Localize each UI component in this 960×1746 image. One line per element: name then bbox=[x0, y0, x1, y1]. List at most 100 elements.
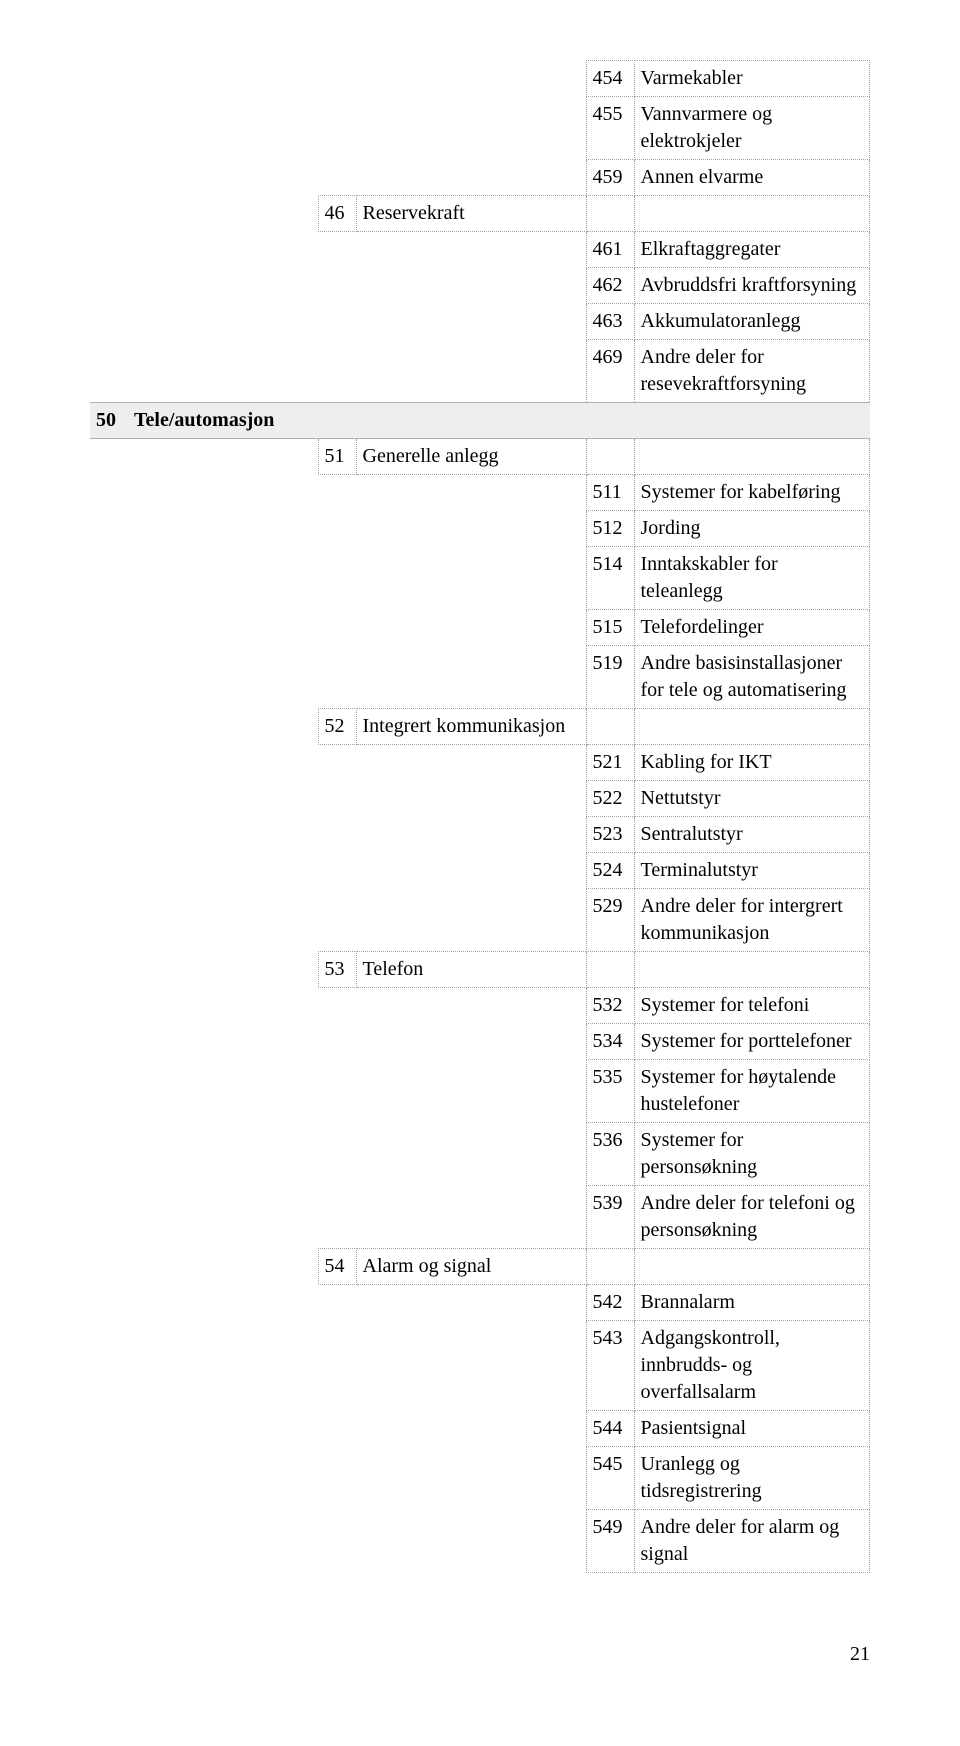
l3-text: Kabling for IKT bbox=[634, 745, 870, 781]
l3-text: Systemer for kabelføring bbox=[634, 475, 870, 511]
l3-text: Systemer for personsøkning bbox=[634, 1123, 870, 1186]
l3-code: 523 bbox=[586, 817, 634, 853]
table-row: 512 Jording bbox=[90, 511, 870, 547]
table-row: 522 Nettutstyr bbox=[90, 781, 870, 817]
table-row: 542 Brannalarm bbox=[90, 1285, 870, 1321]
l3-text: Inntakskabler for teleanlegg bbox=[634, 547, 870, 610]
l3-code: 545 bbox=[586, 1447, 634, 1510]
l3-code: 515 bbox=[586, 610, 634, 646]
table-row: 46 Reservekraft bbox=[90, 196, 870, 232]
l2-text: Reservekraft bbox=[356, 196, 586, 232]
table-row: 53 Telefon bbox=[90, 952, 870, 988]
l3-text: Systemer for høytalende hustelefoner bbox=[634, 1060, 870, 1123]
l3-code: 543 bbox=[586, 1321, 634, 1411]
l2-code: 53 bbox=[318, 952, 356, 988]
l3-text: Systemer for telefoni bbox=[634, 988, 870, 1024]
table-row: 54 Alarm og signal bbox=[90, 1249, 870, 1285]
table-row: 519 Andre basisinstallasjoner for tele o… bbox=[90, 646, 870, 709]
classification-table: 454 Varmekabler 455 Vannvarmere og elekt… bbox=[90, 60, 870, 1573]
page-number: 21 bbox=[90, 1573, 870, 1666]
l3-text: Vannvarmere og elektrokjeler bbox=[634, 97, 870, 160]
l3-text: Andre deler for alarm og signal bbox=[634, 1510, 870, 1573]
l3-text: Adgangskontroll, innbrudds- og overfalls… bbox=[634, 1321, 870, 1411]
table-row: 532 Systemer for telefoni bbox=[90, 988, 870, 1024]
section-row: 50 Tele/automasjon bbox=[90, 403, 870, 439]
l3-text: Andre deler for intergrert kommunikasjon bbox=[634, 889, 870, 952]
table-row: 545 Uranlegg og tidsregistrering bbox=[90, 1447, 870, 1510]
l3-text: Akkumulatoranlegg bbox=[634, 304, 870, 340]
table-row: 511 Systemer for kabelføring bbox=[90, 475, 870, 511]
table-row: 536 Systemer for personsøkning bbox=[90, 1123, 870, 1186]
l3-text: Avbruddsfri kraftforsyning bbox=[634, 268, 870, 304]
l3-code: 549 bbox=[586, 1510, 634, 1573]
l3-code: 469 bbox=[586, 340, 634, 403]
table-row: 462 Avbruddsfri kraftforsyning bbox=[90, 268, 870, 304]
l3-text: Telefordelinger bbox=[634, 610, 870, 646]
table-row: 523 Sentralutstyr bbox=[90, 817, 870, 853]
l3-text: Terminalutstyr bbox=[634, 853, 870, 889]
l3-text: Uranlegg og tidsregistrering bbox=[634, 1447, 870, 1510]
l1-text: Tele/automasjon bbox=[128, 403, 318, 439]
l3-code: 522 bbox=[586, 781, 634, 817]
table-row: 543 Adgangskontroll, innbrudds- og overf… bbox=[90, 1321, 870, 1411]
table-row: 524 Terminalutstyr bbox=[90, 853, 870, 889]
table-row: 529 Andre deler for intergrert kommunika… bbox=[90, 889, 870, 952]
l2-code: 46 bbox=[318, 196, 356, 232]
l2-text: Generelle anlegg bbox=[356, 439, 586, 475]
l3-code: 519 bbox=[586, 646, 634, 709]
l2-text: Alarm og signal bbox=[356, 1249, 586, 1285]
table-row: 463 Akkumulatoranlegg bbox=[90, 304, 870, 340]
document-page: 454 Varmekabler 455 Vannvarmere og elekt… bbox=[0, 0, 960, 1746]
l3-code: 536 bbox=[586, 1123, 634, 1186]
l2-code: 54 bbox=[318, 1249, 356, 1285]
l3-code: 539 bbox=[586, 1186, 634, 1249]
l3-text: Systemer for porttelefoner bbox=[634, 1024, 870, 1060]
l3-code: 521 bbox=[586, 745, 634, 781]
l2-text: Telefon bbox=[356, 952, 586, 988]
l3-code: 462 bbox=[586, 268, 634, 304]
l3-code: 511 bbox=[586, 475, 634, 511]
l3-code: 544 bbox=[586, 1411, 634, 1447]
l2-text: Integrert kommunikasjon bbox=[356, 709, 586, 745]
table-row: 461 Elkraftaggregater bbox=[90, 232, 870, 268]
table-row: 454 Varmekabler bbox=[90, 61, 870, 97]
l3-text: Brannalarm bbox=[634, 1285, 870, 1321]
l3-text: Jording bbox=[634, 511, 870, 547]
table-row: 515 Telefordelinger bbox=[90, 610, 870, 646]
l3-code: 459 bbox=[586, 160, 634, 196]
table-row: 514 Inntakskabler for teleanlegg bbox=[90, 547, 870, 610]
l3-text: Sentralutstyr bbox=[634, 817, 870, 853]
l3-code: 532 bbox=[586, 988, 634, 1024]
l3-text: Elkraftaggregater bbox=[634, 232, 870, 268]
l3-text: Andre basisinstallasjoner for tele og au… bbox=[634, 646, 870, 709]
l3-code: 454 bbox=[586, 61, 634, 97]
l3-text: Nettutstyr bbox=[634, 781, 870, 817]
table-row: 52 Integrert kommunikasjon bbox=[90, 709, 870, 745]
l3-code: 461 bbox=[586, 232, 634, 268]
l3-text: Andre deler for telefoni og personsøknin… bbox=[634, 1186, 870, 1249]
l3-text: Varmekabler bbox=[634, 61, 870, 97]
l3-code: 463 bbox=[586, 304, 634, 340]
table-row: 549 Andre deler for alarm og signal bbox=[90, 1510, 870, 1573]
table-row: 459 Annen elvarme bbox=[90, 160, 870, 196]
l3-text: Andre deler for resevekraftforsyning bbox=[634, 340, 870, 403]
l3-code: 514 bbox=[586, 547, 634, 610]
l3-code: 534 bbox=[586, 1024, 634, 1060]
table-row: 535 Systemer for høytalende hustelefoner bbox=[90, 1060, 870, 1123]
l3-code: 529 bbox=[586, 889, 634, 952]
l1-code: 50 bbox=[90, 403, 128, 439]
table-row: 521 Kabling for IKT bbox=[90, 745, 870, 781]
table-row: 539 Andre deler for telefoni og personsø… bbox=[90, 1186, 870, 1249]
l3-code: 512 bbox=[586, 511, 634, 547]
table-row: 455 Vannvarmere og elektrokjeler bbox=[90, 97, 870, 160]
l2-code: 51 bbox=[318, 439, 356, 475]
l3-code: 542 bbox=[586, 1285, 634, 1321]
table-row: 544 Pasientsignal bbox=[90, 1411, 870, 1447]
table-row: 534 Systemer for porttelefoner bbox=[90, 1024, 870, 1060]
l3-code: 524 bbox=[586, 853, 634, 889]
l3-code: 535 bbox=[586, 1060, 634, 1123]
l3-text: Pasientsignal bbox=[634, 1411, 870, 1447]
table-row: 469 Andre deler for resevekraftforsyning bbox=[90, 340, 870, 403]
l3-text: Annen elvarme bbox=[634, 160, 870, 196]
l2-code: 52 bbox=[318, 709, 356, 745]
